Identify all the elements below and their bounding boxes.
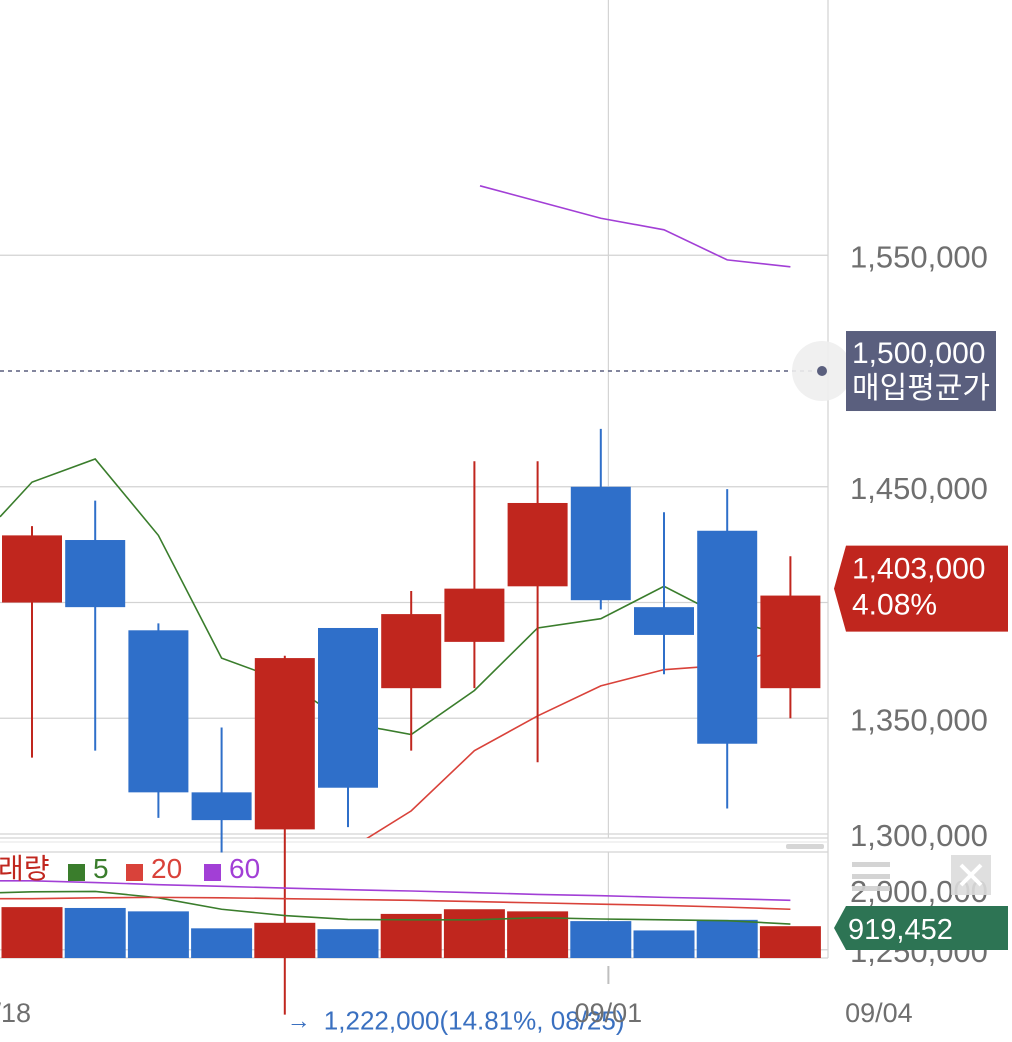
volume-legend-label: 5	[93, 853, 109, 884]
average-price-handle-dot	[817, 366, 827, 377]
y-tick-label: 1,550,000	[850, 239, 988, 274]
average-price-value: 1,500,000	[852, 337, 985, 370]
candle-body	[444, 588, 505, 642]
average-price-badge	[846, 331, 996, 412]
volume-bar	[759, 926, 821, 958]
volume-legend-label: 60	[229, 853, 260, 884]
volume-ma60-line	[0, 880, 791, 902]
candle-body	[128, 630, 189, 793]
volume-legend-swatch	[68, 864, 85, 881]
current-volume-value: 919,452	[848, 914, 953, 946]
volume-bar	[696, 919, 758, 958]
volume-bar	[191, 928, 253, 958]
volume-bar	[64, 907, 126, 958]
volume-legend-label: 20	[151, 853, 182, 884]
volume-bar	[570, 921, 632, 958]
candle-body	[2, 535, 62, 603]
menu-icon[interactable]	[852, 862, 890, 891]
low-annotation-arrow: →	[287, 1008, 311, 1035]
volume-bar	[317, 929, 379, 958]
volume-bar	[443, 909, 505, 958]
current-volume-badge	[834, 906, 1008, 950]
volume-legend-swatch	[204, 864, 221, 881]
volume-bar	[1, 907, 63, 958]
candle-body	[254, 658, 315, 830]
close-icon[interactable]	[951, 855, 991, 895]
candle-body	[191, 792, 252, 821]
candle-body	[507, 502, 568, 587]
current-price-change: 4.08%	[852, 589, 937, 622]
candle-body	[760, 595, 821, 689]
y-tick-label: 1,450,000	[850, 471, 988, 506]
volume-bar	[127, 911, 189, 958]
volume-ma5-line	[0, 890, 791, 925]
candle-body	[697, 530, 758, 744]
volume-bar	[254, 922, 316, 958]
candle-body	[570, 486, 631, 601]
y-tick-label: 1,300,000	[850, 818, 988, 853]
volume-legend-swatch	[126, 864, 143, 881]
candle-body	[381, 614, 442, 689]
panel-resize-handle	[786, 844, 824, 849]
price-ma20-line	[366, 645, 791, 838]
current-price-badge	[834, 545, 1008, 632]
x-tick-label: 09/01	[575, 998, 643, 1028]
volume-bar	[633, 930, 695, 958]
y-tick-label: 1,350,000	[850, 702, 988, 737]
volume-legend-title: 래량	[0, 853, 50, 884]
volume-bar	[380, 913, 442, 958]
candle-body	[65, 540, 126, 608]
x-tick-label: 09/04	[845, 998, 913, 1028]
low-annotation-label: 1,222,000(14.81%, 08/25)	[324, 1006, 625, 1036]
price-ma60-line	[479, 185, 791, 268]
candle-body	[318, 627, 378, 788]
candle-body	[634, 607, 694, 635]
volume-ma20-line	[0, 896, 791, 911]
current-price-value: 1,403,000	[852, 553, 985, 586]
x-tick-label: 08/18	[0, 998, 31, 1028]
price-ma5-line	[0, 458, 791, 736]
average-price-caption: 매입평균가	[852, 372, 990, 405]
